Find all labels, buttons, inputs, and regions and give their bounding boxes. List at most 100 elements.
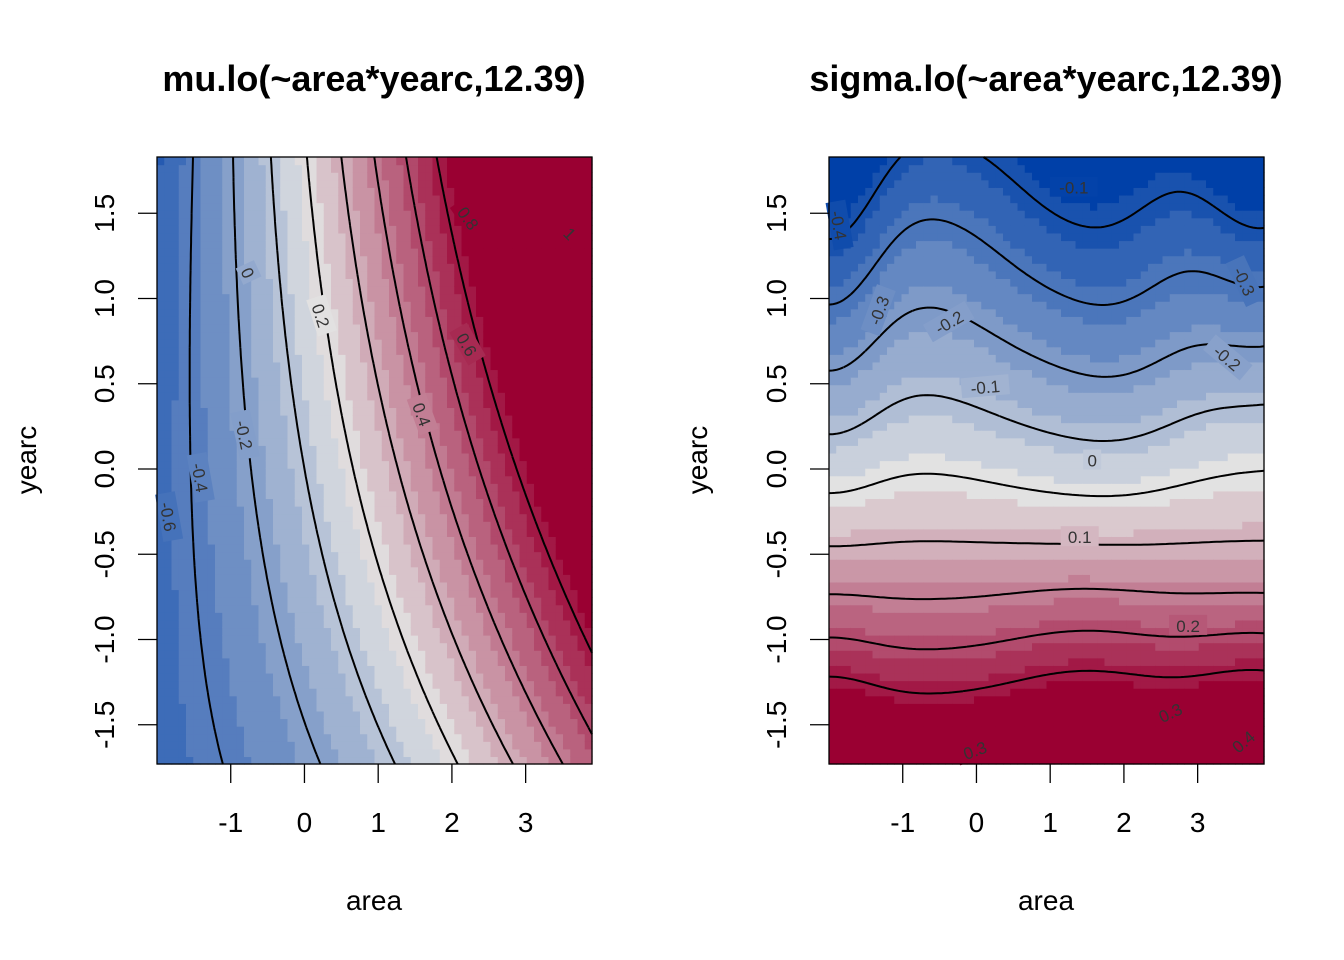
heatmap-cell [207, 301, 216, 310]
heatmap-cell [258, 164, 267, 173]
heatmap-cell [273, 498, 281, 507]
heatmap-cell [447, 437, 455, 446]
heatmap-cell [215, 506, 223, 515]
heatmap-cell [352, 248, 361, 257]
heatmap-cell [836, 619, 845, 629]
heatmap-cell [468, 392, 477, 401]
heatmap-cell [425, 339, 434, 348]
heatmap-cell [323, 619, 332, 629]
heatmap-cell [316, 369, 325, 378]
heatmap-cell [548, 468, 557, 477]
heatmap-cell [178, 521, 187, 530]
heatmap-cell [157, 483, 165, 492]
heatmap-cell [577, 323, 586, 333]
heatmap-cell [541, 506, 550, 515]
heatmap-cell [468, 384, 477, 393]
heatmap-cell [251, 490, 260, 500]
heatmap-cell [229, 672, 238, 682]
heatmap-cell [323, 490, 332, 500]
heatmap-cell [410, 589, 419, 598]
heatmap-cell [178, 293, 187, 302]
heatmap-cell [526, 695, 535, 704]
heatmap-cell [483, 422, 492, 431]
heatmap-cell [829, 308, 837, 317]
heatmap-cell [178, 346, 187, 355]
heatmap-cell [534, 285, 542, 295]
heatmap-cell [526, 513, 535, 522]
heatmap-cell [280, 285, 289, 295]
heatmap-cell [273, 202, 281, 211]
heatmap-cell [294, 407, 303, 416]
heatmap-cell [367, 339, 376, 348]
heatmap-cell [171, 210, 180, 219]
heatmap-cell [526, 536, 535, 545]
heatmap-cell [331, 680, 339, 689]
heatmap-cell [302, 581, 310, 591]
heatmap-cell [374, 452, 383, 462]
heatmap-cell [367, 657, 376, 666]
heatmap-cell [396, 187, 405, 196]
heatmap-cell [360, 414, 368, 424]
heatmap-cell [584, 354, 593, 363]
heatmap-cell [265, 157, 274, 166]
heatmap-cell [374, 566, 383, 575]
heatmap-cell [360, 323, 368, 333]
heatmap-cell [410, 422, 419, 431]
heatmap-cell [490, 194, 499, 204]
heatmap-cell [207, 726, 216, 735]
heatmap-cell [193, 232, 202, 242]
heatmap-cell [563, 543, 571, 553]
heatmap-cell [829, 498, 837, 507]
heatmap-cell [555, 217, 564, 226]
heatmap-cell [244, 566, 252, 575]
heatmap-cell [331, 604, 339, 613]
heatmap-cell [236, 232, 245, 242]
heatmap-cell [331, 559, 339, 568]
heatmap-cell [207, 468, 216, 477]
heatmap-cell [468, 741, 477, 750]
heatmap-cell [164, 695, 173, 704]
heatmap-cell [410, 384, 419, 393]
heatmap-cell [447, 361, 455, 371]
heatmap-cell [526, 490, 535, 500]
heatmap-cell [360, 430, 368, 439]
heatmap-cell [563, 172, 571, 181]
heatmap-cell [497, 627, 506, 636]
heatmap-cell [345, 377, 354, 386]
heatmap-cell [236, 680, 245, 689]
heatmap-cell [207, 612, 216, 621]
heatmap-cell [316, 710, 325, 720]
heatmap-cell [483, 240, 492, 249]
heatmap-cell [439, 566, 448, 575]
heatmap-cell [294, 240, 303, 249]
heatmap-cell [374, 506, 383, 515]
heatmap-cell [157, 756, 165, 765]
heatmap-cell [251, 513, 260, 522]
heatmap-cell [345, 301, 354, 310]
heatmap-cell [352, 581, 361, 591]
contour-label-bg [306, 294, 338, 337]
heatmap-cell [577, 187, 586, 196]
heatmap-cell [483, 187, 492, 196]
heatmap-cell [829, 278, 837, 287]
heatmap-cell [200, 263, 209, 272]
heatmap-cell [164, 574, 173, 583]
heatmap-cell [367, 308, 376, 317]
heatmap-cell [273, 748, 281, 758]
heatmap-cell [548, 179, 557, 188]
heatmap-cell [584, 710, 593, 720]
heatmap-cell [512, 437, 521, 446]
heatmap-cell [374, 695, 383, 704]
heatmap-cell [367, 688, 376, 697]
heatmap-cell [584, 346, 593, 355]
heatmap-cell [526, 354, 535, 363]
heatmap-cell [244, 323, 252, 333]
heatmap-cell [222, 635, 231, 644]
heatmap-cell [222, 718, 231, 727]
heatmap-cell [490, 650, 499, 659]
heatmap-cell [229, 536, 238, 545]
heatmap-cell [490, 323, 499, 333]
heatmap-cell [461, 392, 470, 401]
heatmap-cell [555, 642, 564, 651]
heatmap-cell [563, 741, 571, 750]
